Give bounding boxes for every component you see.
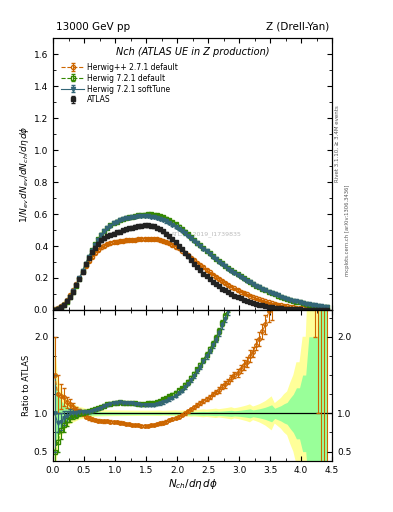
Text: Z (Drell-Yan): Z (Drell-Yan) bbox=[266, 22, 329, 32]
X-axis label: $N_{ch}/d\eta\,d\phi$: $N_{ch}/d\eta\,d\phi$ bbox=[167, 477, 218, 492]
Text: Rivet 3.1.10, ≥ 3.4M events: Rivet 3.1.10, ≥ 3.4M events bbox=[335, 105, 340, 182]
Y-axis label: $1/N_{ev}\,dN_{ev}/dN_{ch}/d\eta\,d\phi$: $1/N_{ev}\,dN_{ev}/dN_{ch}/d\eta\,d\phi$ bbox=[18, 125, 31, 223]
Legend: Herwig++ 2.7.1 default, Herwig 7.2.1 default, Herwig 7.2.1 softTune, ATLAS: Herwig++ 2.7.1 default, Herwig 7.2.1 def… bbox=[60, 61, 180, 106]
Text: ATLAS_2019_I1739835: ATLAS_2019_I1739835 bbox=[171, 231, 242, 237]
Text: 13000 GeV pp: 13000 GeV pp bbox=[56, 22, 130, 32]
Text: mcplots.cern.ch [arXiv:1306.3436]: mcplots.cern.ch [arXiv:1306.3436] bbox=[345, 185, 350, 276]
Y-axis label: Ratio to ATLAS: Ratio to ATLAS bbox=[22, 355, 31, 416]
Text: Nch (ATLAS UE in Z production): Nch (ATLAS UE in Z production) bbox=[116, 47, 269, 56]
